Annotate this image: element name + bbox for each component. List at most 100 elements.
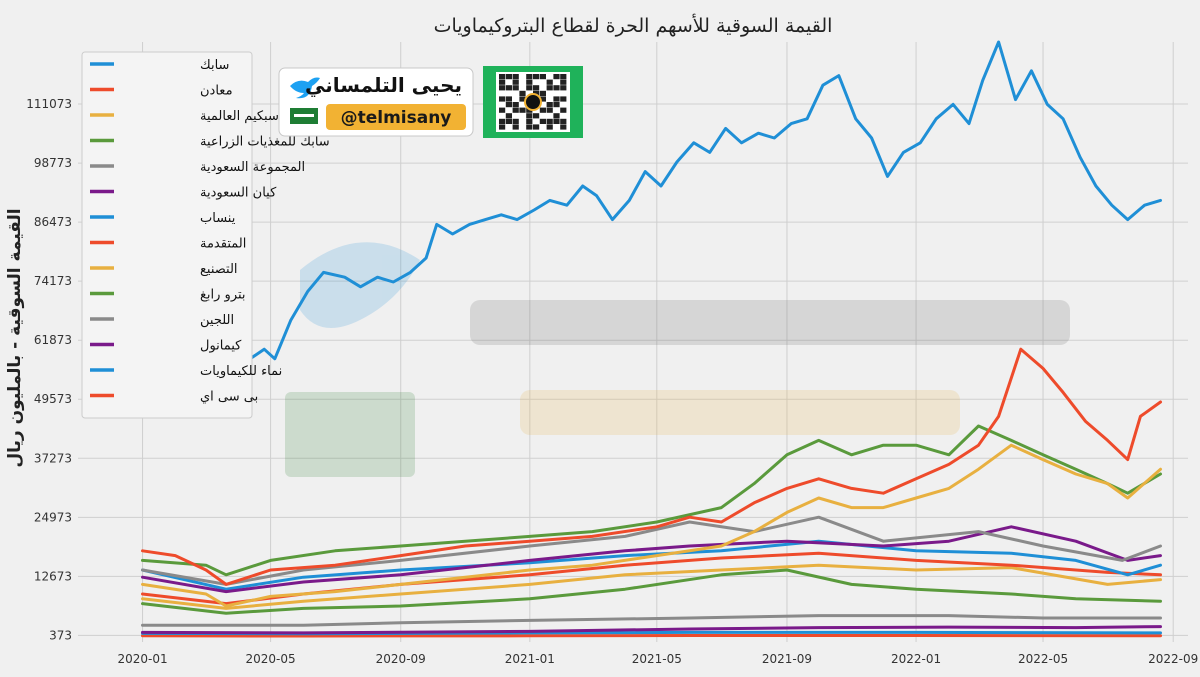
qr-cell bbox=[553, 85, 560, 91]
legend-label: بترو رابغ bbox=[200, 288, 246, 303]
qr-cell bbox=[539, 118, 546, 124]
plot-background bbox=[78, 42, 1188, 642]
qr-cell bbox=[560, 79, 567, 85]
series-line-10 bbox=[141, 568, 1162, 615]
x-tick-label: 2020-01 bbox=[117, 652, 167, 666]
badge-handle-bg bbox=[326, 104, 466, 130]
qr-cell bbox=[553, 74, 560, 80]
qr-cell bbox=[533, 90, 540, 96]
legend-label: التصنيع bbox=[200, 262, 238, 277]
y-tick-label: 74173 bbox=[34, 274, 72, 288]
twitter-icon bbox=[290, 77, 320, 99]
series-lines bbox=[141, 40, 1162, 638]
qr-cell bbox=[526, 74, 533, 80]
y-axis-label: القيمة السوقية - بالمليون ريال bbox=[5, 208, 25, 467]
qr-cell bbox=[546, 107, 553, 113]
qr-cell bbox=[546, 79, 553, 85]
x-tick-label: 2020-09 bbox=[376, 652, 426, 666]
legend-label: كيمانول bbox=[200, 339, 242, 354]
qr-cell bbox=[546, 124, 553, 130]
badge-handle: @telmisany bbox=[341, 108, 452, 128]
watermark-handle bbox=[520, 390, 960, 435]
qr-cell bbox=[512, 124, 519, 130]
x-tick-label: 2022-01 bbox=[891, 652, 941, 666]
legend-label: نماء للكيماويات bbox=[200, 364, 282, 379]
chart-title: القيمة السوقية للأسهم الحرة لقطاع البترو… bbox=[434, 14, 833, 37]
legend-label: المجموعة السعودية bbox=[200, 160, 305, 175]
y-tick-label: 24973 bbox=[34, 510, 72, 524]
y-tick-label: 37273 bbox=[34, 451, 72, 465]
watermark bbox=[285, 242, 1070, 477]
series-line-14 bbox=[141, 634, 1162, 638]
qr-cell bbox=[512, 74, 519, 80]
legend-label: سابك للمغذيات الزراعية bbox=[200, 135, 330, 150]
qr-cell bbox=[533, 124, 540, 130]
qr-cell bbox=[526, 124, 533, 130]
series-line-7 bbox=[141, 539, 1162, 591]
series-line-11 bbox=[141, 614, 1162, 627]
qr-cell bbox=[546, 85, 553, 91]
qr-cell bbox=[505, 96, 512, 102]
qr-cell bbox=[539, 96, 546, 102]
series-line-6 bbox=[141, 525, 1162, 594]
qr-cell bbox=[553, 96, 560, 102]
qr-cell bbox=[539, 90, 546, 96]
x-tick-label: 2022-05 bbox=[1018, 652, 1068, 666]
legend-label: سبكيم العالمية bbox=[200, 109, 279, 124]
qr-cell bbox=[519, 90, 526, 96]
y-tick-label: 49573 bbox=[34, 392, 72, 406]
y-tick-label: 111073 bbox=[26, 97, 72, 111]
y-tick-label: 86473 bbox=[34, 215, 72, 229]
qr-cell bbox=[553, 113, 560, 119]
qr-cell bbox=[519, 107, 526, 113]
qr-cell bbox=[519, 96, 526, 102]
qr-cell bbox=[533, 113, 540, 119]
series-line-2 bbox=[141, 347, 1162, 586]
y-tick-label: 373 bbox=[49, 628, 72, 642]
qr-cell bbox=[560, 124, 567, 130]
qr-cell bbox=[560, 85, 567, 91]
legend-label: المتقدمة bbox=[200, 237, 246, 252]
series-line-12 bbox=[141, 625, 1162, 635]
badge-name: يحيى التلمساني bbox=[305, 73, 462, 98]
qr-cell bbox=[499, 124, 506, 130]
qr-cell bbox=[499, 96, 506, 102]
series-line-9 bbox=[141, 563, 1162, 610]
legend-label: بى سى اي bbox=[200, 390, 258, 405]
qr-cell bbox=[499, 107, 506, 113]
qr-cell bbox=[539, 107, 546, 113]
qr-cell bbox=[512, 85, 519, 91]
qr-cell bbox=[512, 79, 519, 85]
qr-cell bbox=[553, 102, 560, 108]
legend-label: سابك bbox=[200, 58, 229, 73]
qr-logo-icon bbox=[524, 93, 542, 111]
qr-cell bbox=[560, 107, 567, 113]
qr-cell bbox=[526, 113, 533, 119]
qr-cell bbox=[505, 74, 512, 80]
series-line-4 bbox=[141, 424, 1162, 577]
qr-cell bbox=[512, 102, 519, 108]
x-tick-label: 2021-05 bbox=[632, 652, 682, 666]
qr-cell bbox=[499, 79, 506, 85]
qr-cell bbox=[512, 107, 519, 113]
y-tick-label: 98773 bbox=[34, 156, 72, 170]
qr-cell bbox=[505, 118, 512, 124]
qr-cell bbox=[539, 74, 546, 80]
qr-cell bbox=[546, 102, 553, 108]
qr-cell bbox=[499, 85, 506, 91]
y-tick-label: 61873 bbox=[34, 333, 72, 347]
qr-cell bbox=[505, 102, 512, 108]
series-line-1 bbox=[141, 40, 1162, 394]
qr-cell bbox=[546, 118, 553, 124]
legend-label: معادن bbox=[200, 84, 233, 99]
legend: سابك معادن سبكيم العالمية سابك للمغذيات الز… bbox=[81, 51, 330, 419]
qr-cell bbox=[526, 118, 533, 124]
legend-label: ينساب bbox=[200, 211, 236, 226]
legend-box bbox=[81, 51, 253, 419]
y-tick-label: 12673 bbox=[34, 569, 72, 583]
author-badge: يحيى التلمساني @telmisany bbox=[278, 66, 583, 138]
qr-cell bbox=[526, 85, 533, 91]
series-line-5 bbox=[141, 515, 1162, 586]
qr-cell bbox=[526, 79, 533, 85]
